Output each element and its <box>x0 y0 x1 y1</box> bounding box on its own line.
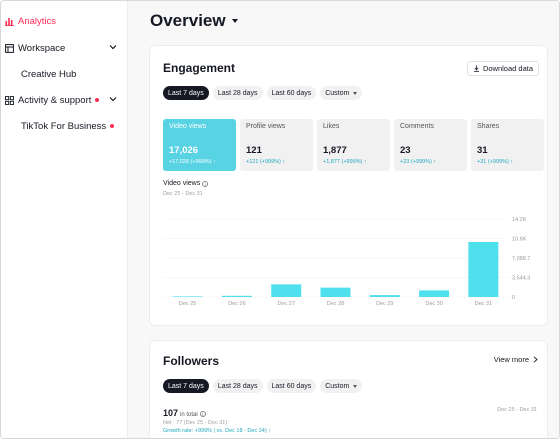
sidebar-item-tiktok-for-business[interactable]: TikTok For Business <box>1 115 128 137</box>
section-title: Followers <box>163 354 220 368</box>
engagement-card: Engagement Download data Last 7 days Las… <box>149 45 548 326</box>
info-icon[interactable]: i <box>202 180 209 187</box>
metric-label: Likes <box>323 123 340 130</box>
metric-value: 17,026 <box>169 145 199 156</box>
followers-growth-rate: Growth rate: +999% | vs. Dec 18 - Dec 24… <box>163 428 271 434</box>
y-tick-label: 3,544.3 <box>512 276 530 282</box>
tab-last-28-days[interactable]: Last 28 days <box>212 379 263 393</box>
metric-value: 121 <box>246 145 262 156</box>
y-tick-label: 7,088.7 <box>512 256 530 262</box>
x-tick-label: Dec 29 <box>376 301 393 307</box>
sidebar-item-workspace[interactable]: Workspace <box>1 37 128 59</box>
sidebar-item-label: Activity & support <box>18 94 92 106</box>
metric-delta: +23 (+999%) ↑ <box>400 159 437 165</box>
info-icon[interactable]: i <box>199 411 206 417</box>
x-tick-label: Dec 25 <box>179 301 196 307</box>
sidebar-item-label: TikTok For Business <box>21 120 107 132</box>
metric-likes[interactable]: Likes 1,877 +1,877 (+999%) ↑ <box>317 119 390 171</box>
download-icon <box>473 65 479 72</box>
x-tick-label: Dec 30 <box>425 301 442 307</box>
sidebar-item-label: Creative Hub <box>21 68 77 80</box>
followers-date-range: Dec 25 - Dec 31 <box>497 407 537 413</box>
metric-delta: +121 (+999%) ↑ <box>246 159 286 165</box>
grid-icon <box>5 95 14 105</box>
y-tick-label: 10.6K <box>512 237 527 243</box>
chevron-right-icon <box>533 356 538 363</box>
metric-comments[interactable]: Comments 23 +23 (+999%) ↑ <box>394 119 467 171</box>
x-tick-label: Dec 31 <box>475 301 492 307</box>
metric-value: 31 <box>477 145 488 156</box>
sidebar-item-creative-hub[interactable]: Creative Hub <box>1 63 128 85</box>
caret-down-icon <box>231 19 238 23</box>
metric-shares[interactable]: Shares 31 +31 (+999%) ↑ <box>471 119 544 171</box>
chart-bar[interactable] <box>419 290 450 297</box>
tab-last-60-days[interactable]: Last 60 days <box>266 86 317 100</box>
chart-bar[interactable] <box>271 284 302 297</box>
metric-label: Shares <box>477 123 500 130</box>
metric-video-views[interactable]: Video views 17,026 +17,026 (+999%) ↑ <box>163 119 236 171</box>
tab-custom[interactable]: Custom <box>320 379 363 393</box>
x-tick-label: Dec 26 <box>228 301 245 307</box>
chart-bar[interactable] <box>320 287 351 297</box>
view-more-link[interactable]: View more <box>494 355 538 364</box>
chart-date-range: Dec 25 - Dec 31 <box>163 191 203 197</box>
sidebar-item-analytics[interactable]: Analytics <box>1 10 128 32</box>
metric-label: Profile views <box>246 123 286 130</box>
bar-chart-icon <box>5 17 14 26</box>
main-content: Overview Engagement Download data Last 7… <box>128 1 559 438</box>
chevron-down-icon[interactable] <box>108 42 118 52</box>
metric-value: 1,877 <box>323 145 347 156</box>
y-tick-label: 14.2K <box>512 217 527 223</box>
sidebar-item-label: Analytics <box>18 15 57 27</box>
metric-profile-views[interactable]: Profile views 121 +121 (+999%) ↑ <box>240 119 313 171</box>
caret-down-icon <box>353 384 358 388</box>
chevron-down-icon[interactable] <box>108 94 118 104</box>
chart-bar[interactable] <box>468 241 499 297</box>
metric-delta: +1,877 (+999%) ↑ <box>323 159 367 165</box>
sidebar: Analytics Workspace Creative Hub Activit… <box>1 1 128 438</box>
chart-title: Video views i <box>163 180 209 187</box>
date-range-tabs: Last 7 days Last 28 days Last 60 days Cu… <box>163 379 363 393</box>
notification-dot <box>95 98 100 102</box>
metric-label: Video views <box>169 123 207 130</box>
chart-bar[interactable] <box>369 295 400 297</box>
tab-last-60-days[interactable]: Last 60 days <box>266 379 317 393</box>
section-title: Engagement <box>163 61 236 75</box>
notification-dot <box>110 124 115 128</box>
download-data-button[interactable]: Download data <box>466 61 539 76</box>
video-views-chart: 14.2K 10.6K 7,088.7 3,544.3 0 Dec 25 Dec 26 Dec… <box>163 217 530 307</box>
tab-last-7-days[interactable]: Last 7 days <box>163 379 209 393</box>
metric-label: Comments <box>400 123 434 130</box>
tab-custom[interactable]: Custom <box>320 86 363 100</box>
followers-card: Followers View more Last 7 days Last 28 … <box>149 340 548 438</box>
followers-total: 107 in total i <box>163 408 206 418</box>
tab-last-7-days[interactable]: Last 7 days <box>163 86 209 100</box>
sidebar-item-activity-support[interactable]: Activity & support <box>1 89 128 111</box>
tab-last-28-days[interactable]: Last 28 days <box>212 86 263 100</box>
chart-bar[interactable] <box>172 296 203 297</box>
date-range-tabs: Last 7 days Last 28 days Last 60 days Cu… <box>163 86 363 100</box>
metric-delta: +17,026 (+999%) ↑ <box>169 159 216 165</box>
page-title[interactable]: Overview <box>150 11 238 31</box>
metric-delta: +31 (+999%) ↑ <box>477 159 514 165</box>
x-tick-label: Dec 27 <box>277 301 294 307</box>
followers-net: Net : 77 (Dec 25 - Dec 31) <box>163 420 228 426</box>
sidebar-item-label: Workspace <box>18 42 66 54</box>
chart-bar[interactable] <box>221 295 252 297</box>
y-tick-label: 0 <box>512 295 515 301</box>
x-tick-label: Dec 28 <box>327 301 344 307</box>
workspace-icon <box>5 43 14 53</box>
metric-value: 23 <box>400 145 411 156</box>
caret-down-icon <box>353 91 358 95</box>
